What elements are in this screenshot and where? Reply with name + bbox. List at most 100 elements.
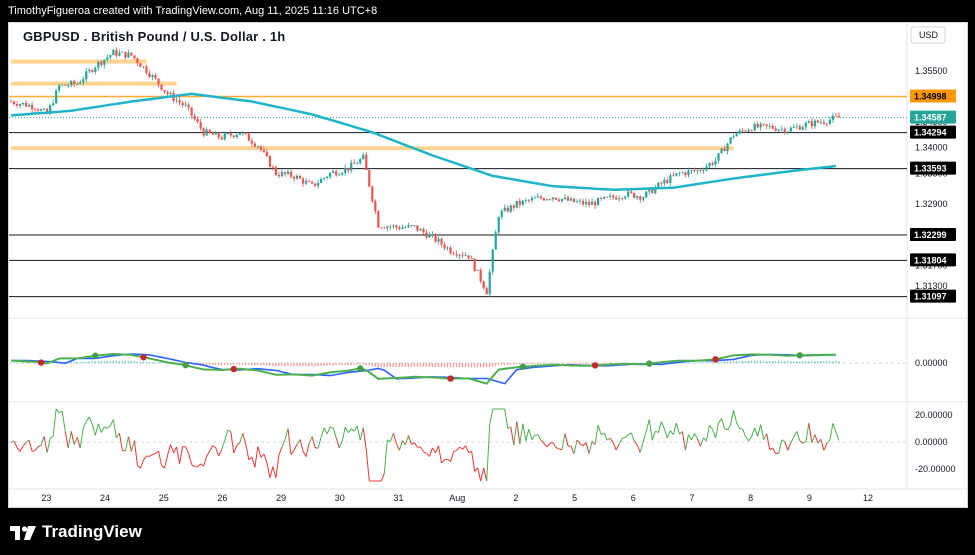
candle-body [265,151,269,157]
momentum-line-segment [648,419,653,441]
candle-body [323,177,326,179]
oscillator-histogram-bar [482,363,485,368]
momentum-line-segment [299,439,304,452]
oscillator-histogram-bar [735,361,738,364]
oscillator-histogram-bar [395,363,397,368]
momentum-line-segment [709,424,713,430]
momentum-line-segment [757,424,762,437]
x-tick-label: 12 [863,493,873,503]
candle-body [609,195,612,197]
oscillator-histogram-bar [799,361,801,364]
price-level-badge[interactable] [910,253,956,267]
price-chart[interactable]: USD1.355001.350001.345001.340001.335001.… [9,23,968,508]
candle-body [413,225,416,227]
oscillator-histogram-bar [546,363,548,364]
candle-body [392,225,395,227]
candle-body [711,163,714,165]
momentum-line-segment [97,423,102,433]
oscillator-histogram-bar [606,363,608,364]
candle-body [621,198,624,200]
oscillator-histogram-bar [76,361,78,364]
oscillator-zero-label: 0.00000 [915,358,948,368]
momentum-line-segment [407,435,412,445]
price-level-badge[interactable] [910,289,956,303]
x-tick-label: 8 [748,493,753,503]
x-tick-label: 5 [572,493,577,503]
candle-body [735,133,738,137]
momentum-line-segment [657,421,662,433]
candle-body [702,170,705,172]
momentum-line-segment [70,431,75,445]
oscillator-histogram-bar [347,363,349,366]
oscillator-histogram-bar [245,363,247,365]
oscillator-histogram-bar [79,361,81,364]
oscillator-histogram-bar [217,363,220,366]
candle-body [467,255,470,259]
oscillator-histogram-bar [537,363,539,364]
price-level-badge[interactable] [910,89,956,103]
oscillator-histogram-bar [112,360,114,364]
momentum-line-segment [293,444,298,451]
oscillator-histogram-bar [714,362,717,364]
candle-body [563,197,567,199]
oscillator-histogram-bar [106,360,108,364]
candle-body [789,127,792,132]
momentum-line-segment [606,437,611,441]
oscillator-histogram-bar [220,363,223,366]
momentum-line-segment [353,425,358,432]
price-level-badge[interactable] [910,125,956,139]
momentum-line-segment [826,439,831,444]
oscillator-histogram-bar [127,360,130,364]
candle-body [21,102,25,105]
candle-body [18,104,22,106]
x-tick-label: Aug [449,493,465,503]
candle-body [160,84,163,90]
momentum-line-segment [414,442,418,448]
candle-body [55,90,58,104]
candle-body [199,121,202,129]
candle-body [286,171,290,175]
oscillator-histogram-bar [401,363,403,367]
oscillator-histogram-bar [136,361,139,364]
momentum-line-segment [197,463,202,468]
candle-body [67,85,70,87]
momentum-line-segment [420,446,424,453]
oscillator-histogram-bar [353,363,355,365]
oscillator-histogram-bar [383,363,385,368]
momentum-line-segment [191,464,195,467]
candle-body [175,100,178,102]
candle-body [368,170,371,187]
momentum-line-segment [164,455,169,469]
momentum-line-segment [10,440,15,443]
candle-body [247,133,250,141]
candle-body [575,201,579,203]
momentum-line-segment [179,446,184,464]
momentum-line-segment [173,446,178,454]
momentum-line-segment [260,453,265,458]
candle-body [681,172,684,174]
chart-frame[interactable]: USD1.355001.350001.345001.340001.335001.… [8,22,968,508]
candle-body [747,130,750,132]
candle-body [139,63,142,67]
oscillator-histogram-bar [88,361,90,364]
tradingview-logo[interactable]: TradingView [10,522,142,542]
price-level-badge[interactable] [910,227,956,241]
momentum-line-segment [513,421,518,446]
momentum-line-segment [618,438,623,445]
candle-body [437,238,440,242]
momentum-line-segment [76,437,81,448]
momentum-line-segment [645,419,650,432]
candle-body [85,71,88,80]
currency-box[interactable] [910,26,946,44]
oscillator-histogram-bar [16,362,18,364]
candle-body [792,127,795,128]
momentum-tick-label: 20.00000 [915,410,953,420]
oscillator-histogram-bar [302,363,304,367]
price-level-badge[interactable] [910,161,956,175]
price-level-badge[interactable] [910,110,956,124]
momentum-line-segment [799,440,804,444]
oscillator-histogram-bar [91,361,93,364]
oscillator-histogram-bar [705,362,708,364]
candle-body [103,59,106,65]
candle-body [389,226,392,228]
